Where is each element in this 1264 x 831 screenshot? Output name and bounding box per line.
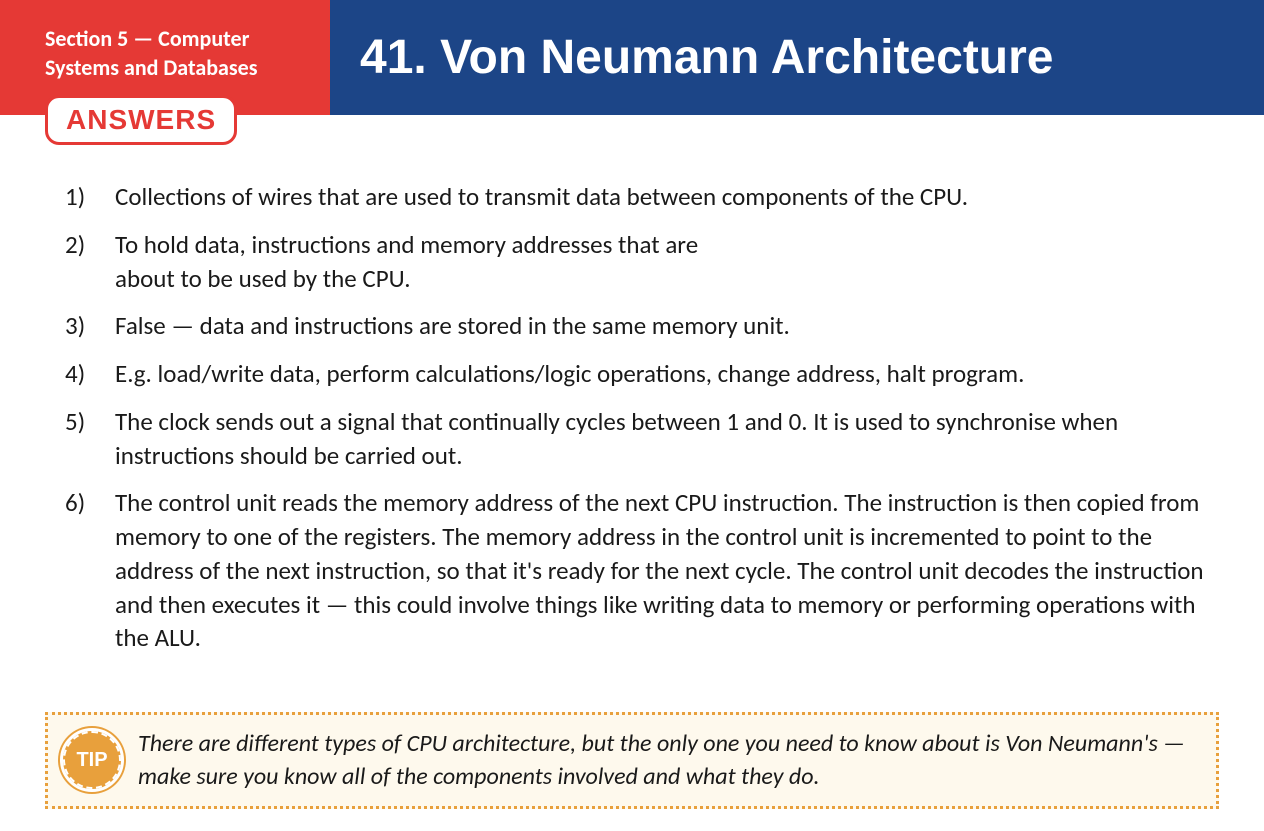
- answer-number: 4): [60, 357, 115, 391]
- answer-number: 3): [60, 309, 115, 343]
- answers-badge-label: ANSWERS: [66, 104, 216, 135]
- answers-badge: ANSWERS: [45, 95, 237, 145]
- answer-number: 5): [60, 405, 115, 473]
- answer-text: Collections of wires that are used to tr…: [115, 180, 1209, 214]
- tip-text: There are different types of CPU archite…: [138, 729, 1185, 792]
- answer-item: 4) E.g. load/write data, perform calcula…: [60, 357, 1209, 391]
- answer-number: 6): [60, 486, 115, 655]
- answer-number: 1): [60, 180, 115, 214]
- answer-item: 2) To hold data, instructions and memory…: [60, 228, 1209, 296]
- page-title-box: 41. Von Neumann Architecture: [330, 0, 1264, 115]
- answer-text: The control unit reads the memory addres…: [115, 486, 1209, 655]
- tip-box: TIP There are different types of CPU arc…: [45, 712, 1219, 809]
- section-line-2: Systems and Databases: [45, 54, 258, 81]
- answer-item: 1) Collections of wires that are used to…: [60, 180, 1209, 214]
- answer-text: E.g. load/write data, perform calculatio…: [115, 357, 1209, 391]
- answer-item: 6) The control unit reads the memory add…: [60, 486, 1209, 655]
- tip-badge-label: TIP: [76, 746, 107, 774]
- answer-text: False — data and instructions are stored…: [115, 309, 1209, 343]
- answer-text: To hold data, instructions and memory ad…: [115, 228, 735, 296]
- answers-content: 1) Collections of wires that are used to…: [0, 115, 1264, 655]
- tip-badge-icon: TIP: [60, 728, 124, 792]
- answer-list: 1) Collections of wires that are used to…: [60, 180, 1209, 655]
- answer-number: 2): [60, 228, 115, 296]
- answer-text: The clock sends out a signal that contin…: [115, 405, 1209, 473]
- page-title: 41. Von Neumann Architecture: [360, 30, 1054, 85]
- answer-item: 3) False — data and instructions are sto…: [60, 309, 1209, 343]
- answer-text-inner: To hold data, instructions and memory ad…: [115, 229, 698, 294]
- section-line-1: Section 5 — Computer: [45, 25, 249, 52]
- answer-item: 5) The clock sends out a signal that con…: [60, 405, 1209, 473]
